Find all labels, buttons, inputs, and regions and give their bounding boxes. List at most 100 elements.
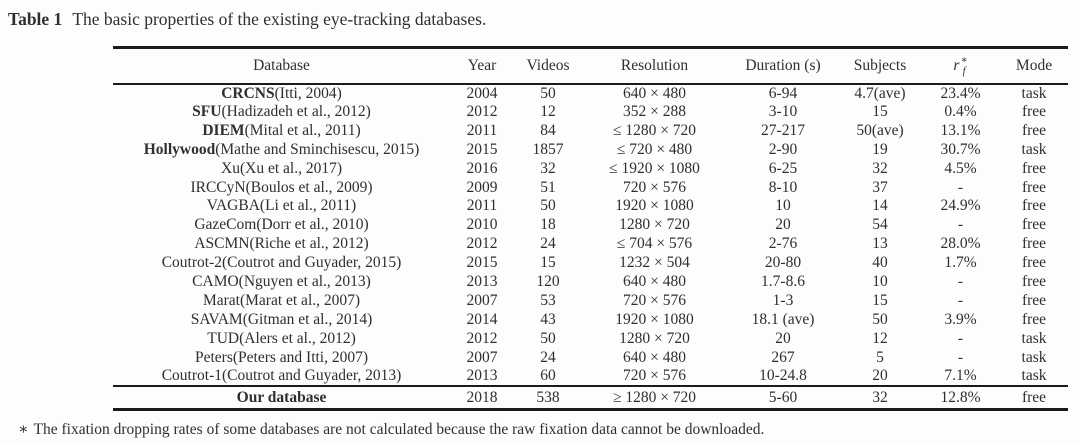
cell-fixation-rate: - — [957, 329, 964, 347]
cell-mode: task — [1021, 329, 1047, 347]
database-citation: (Riche et al., 2012) — [249, 235, 369, 253]
cell-videos: 15 — [540, 254, 556, 272]
cell-subjects: 40 — [872, 254, 888, 272]
database-citation: (Coutrot and Guyader, 2015) — [221, 254, 402, 272]
col-header-subjects: Subjects — [853, 56, 907, 74]
cell-fixation-rate: - — [957, 272, 964, 290]
properties-table: Database Year Videos Resolution Duration… — [113, 46, 1068, 411]
table-row: VAGBA(Li et al., 2011) 2011 50 1920 × 10… — [113, 197, 1068, 216]
col-header-videos: Videos — [526, 56, 570, 74]
database-citation: (Peters and Itti, 2007) — [232, 348, 369, 366]
cell-year: 2012 — [466, 102, 498, 120]
cell-videos: 12 — [540, 102, 556, 120]
cell-videos: 24 — [540, 235, 556, 253]
database-name: ASCMN — [194, 235, 250, 253]
cell-database: Peters(Peters and Itti, 2007) — [113, 348, 450, 367]
database-name: CAMO — [192, 272, 239, 290]
cell-duration: 2-76 — [768, 235, 798, 253]
database-citation: (Xu et al., 2017) — [239, 159, 342, 177]
cell-subjects: 50(ave) — [856, 121, 904, 139]
database-name: Coutrot-2 — [161, 254, 222, 272]
cell-year: 2004 — [466, 84, 498, 102]
cell-database: CAMO(Nguyen et al., 2013) — [113, 273, 450, 292]
cell-videos: 51 — [540, 178, 556, 196]
cell-duration: 27-217 — [761, 121, 805, 139]
cell-resolution: 352 × 288 — [623, 102, 686, 120]
cell-resolution: 1280 × 720 — [619, 216, 690, 234]
table-row: Peters(Peters and Itti, 2007) 2007 24 64… — [113, 348, 1068, 367]
cell-subjects: 15 — [872, 102, 888, 120]
table-row: IRCCyN(Boulos et al., 2009) 2009 51 720 … — [113, 178, 1068, 197]
cell-resolution: 640 × 480 — [623, 272, 686, 290]
table-row: Coutrot-1(Coutrot and Guyader, 2013) 201… — [113, 367, 1068, 386]
cell-database: Xu(Xu et al., 2017) — [113, 159, 450, 178]
col-header-duration: Duration (s) — [745, 56, 821, 74]
cell-mode: free — [1021, 121, 1047, 139]
cell-database: IRCCyN(Boulos et al., 2009) — [113, 178, 450, 197]
cell-resolution: 1280 × 720 — [619, 329, 690, 347]
cell-database: VAGBA(Li et al., 2011) — [113, 197, 450, 216]
rf-subscript-f: f — [962, 65, 966, 77]
cell-mode: free — [1021, 272, 1047, 290]
cell-mode: free — [1021, 102, 1047, 120]
cell-database: Our database — [113, 386, 450, 410]
cell-fixation-rate: 28.0% — [940, 235, 981, 253]
cell-resolution: 640 × 480 — [623, 84, 686, 102]
col-header-resolution: Resolution — [620, 56, 689, 74]
cell-duration: 5-60 — [768, 388, 798, 406]
cell-duration: 3-10 — [768, 102, 798, 120]
cell-mode: task — [1021, 348, 1047, 366]
cell-database: Marat(Marat et al., 2007) — [113, 291, 450, 310]
database-citation: (Dorr et al., 2010) — [256, 216, 369, 234]
table-row: CAMO(Nguyen et al., 2013) 2013 120 640 ×… — [113, 273, 1068, 292]
database-citation: (Li et al., 2011) — [259, 197, 357, 215]
cell-videos: 53 — [540, 291, 556, 309]
cell-fixation-rate: - — [957, 348, 964, 366]
cell-videos: 50 — [540, 197, 556, 215]
database-name: VAGBA — [206, 197, 260, 215]
database-name: Hollywood — [143, 140, 216, 158]
cell-duration: 10 — [775, 197, 791, 215]
cell-resolution: ≤ 720 × 480 — [616, 140, 693, 158]
footnote-asterisk: ∗ — [18, 421, 29, 438]
cell-duration: 267 — [771, 348, 795, 366]
database-citation: (Itti, 2004) — [274, 84, 342, 102]
col-header-fixation-rate: r ∗ f — [921, 48, 1000, 84]
cell-mode: task — [1021, 366, 1047, 384]
cell-subjects: 50 — [872, 310, 888, 328]
cell-mode: task — [1021, 140, 1047, 158]
database-name: Xu — [221, 159, 240, 177]
cell-resolution: ≥ 1280 × 720 — [612, 388, 697, 406]
cell-fixation-rate: - — [957, 178, 964, 196]
cell-fixation-rate: 4.5% — [944, 159, 977, 177]
cell-videos: 50 — [540, 84, 556, 102]
col-header-mode: Mode — [1015, 56, 1053, 74]
cell-mode: free — [1021, 235, 1047, 253]
table-row: Coutrot-2(Coutrot and Guyader, 2015) 201… — [113, 254, 1068, 273]
database-name: Our database — [236, 388, 327, 406]
cell-duration: 10-24.8 — [759, 366, 807, 384]
cell-fixation-rate: 7.1% — [944, 366, 977, 384]
cell-year: 2011 — [466, 121, 498, 139]
table-row: Hollywood(Mathe and Sminchisescu, 2015) … — [113, 140, 1068, 159]
cell-resolution: 640 × 480 — [623, 348, 686, 366]
database-name: TUD — [207, 329, 240, 347]
cell-resolution: ≤ 704 × 576 — [616, 235, 693, 253]
cell-resolution: 1920 × 1080 — [615, 197, 694, 215]
cell-duration: 20-80 — [764, 254, 802, 272]
database-citation: (Boulos et al., 2009) — [245, 178, 373, 196]
cell-database: Coutrot-2(Coutrot and Guyader, 2015) — [113, 254, 450, 273]
database-citation: (Nguyen et al., 2013) — [238, 272, 371, 290]
cell-videos: 18 — [540, 216, 556, 234]
cell-mode: free — [1021, 216, 1047, 234]
database-name: SFU — [192, 102, 222, 120]
cell-duration: 6-94 — [768, 84, 798, 102]
cell-year: 2007 — [466, 291, 498, 309]
cell-year: 2013 — [466, 366, 498, 384]
table-row: DIEM(Mital et al., 2011) 2011 84 ≤ 1280 … — [113, 121, 1068, 140]
cell-mode: free — [1021, 310, 1047, 328]
cell-subjects: 20 — [872, 366, 888, 384]
cell-resolution: 1920 × 1080 — [615, 310, 694, 328]
cell-subjects: 10 — [872, 272, 888, 290]
table-row: Xu(Xu et al., 2017) 2016 32 ≤ 1920 × 108… — [113, 159, 1068, 178]
